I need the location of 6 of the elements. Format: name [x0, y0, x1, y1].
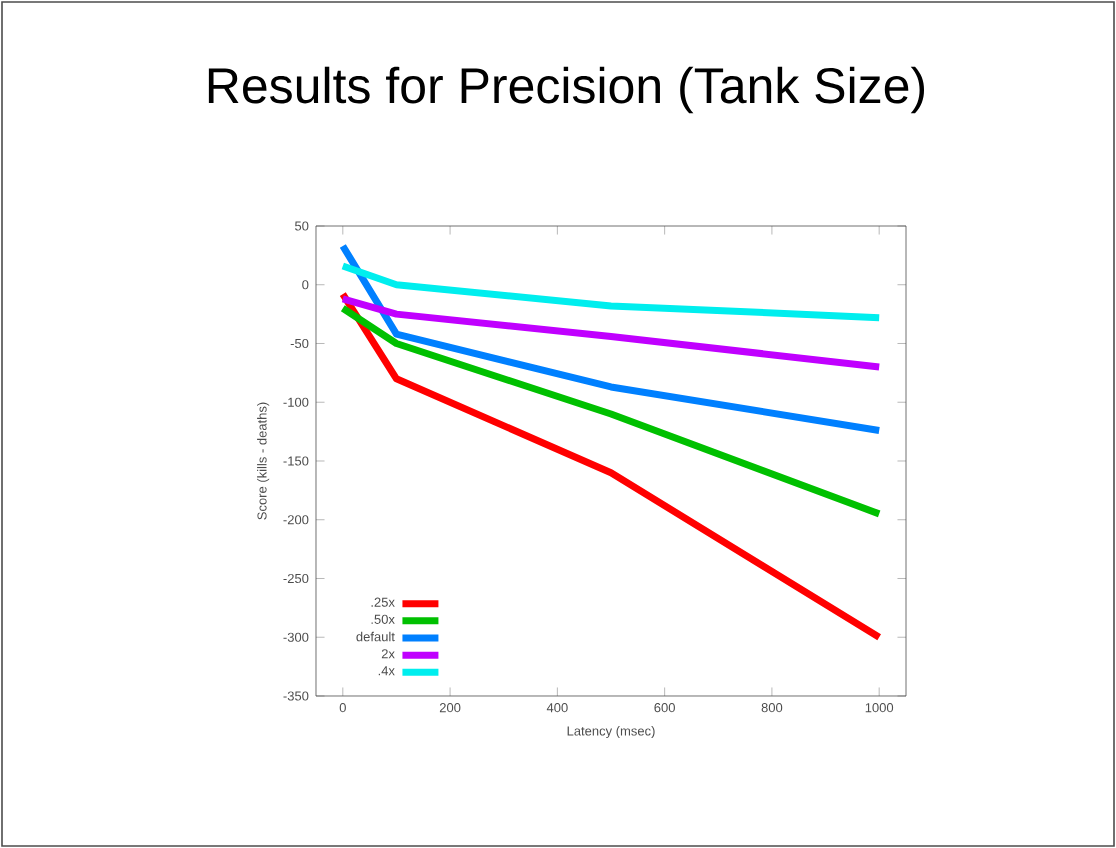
line-series: [339, 262, 883, 322]
line-series: [339, 304, 883, 518]
chart-title: Results for Precision (Tank Size): [208, 66, 925, 114]
line-series: [339, 295, 883, 371]
line-series: [339, 242, 883, 434]
line-series: [339, 290, 883, 641]
